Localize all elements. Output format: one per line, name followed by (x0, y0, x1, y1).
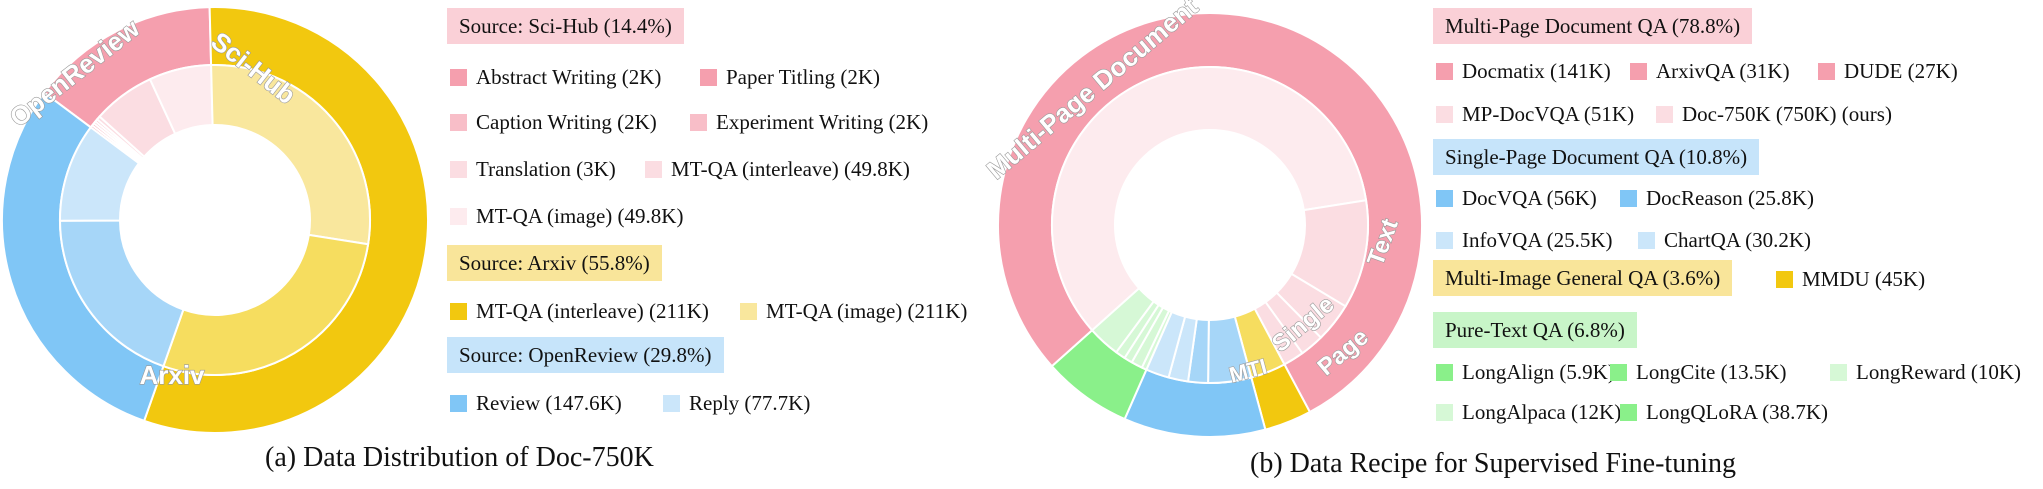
legend-header-openreview: Source: OpenReview (29.8%) (447, 337, 724, 373)
legend-item-experiment-writing: Experiment Writing (2K) (690, 107, 928, 137)
legend-header-puretext: Pure-Text QA (6.8%) (1433, 312, 1637, 348)
legend-item-doc750k: Doc-750K (750K) (ours) (1656, 99, 1892, 129)
legend-item-caption-writing: Caption Writing (2K) (450, 107, 657, 137)
panel-sft-data-recipe: Multi-Page Document MTI Single Page Text Mul… (980, 0, 2043, 489)
legend-item-paper-titling: Paper Titling (2K) (700, 62, 880, 92)
legend-item-longcite: LongCite (13.5K) (1610, 357, 1786, 387)
legend-item-longreward: LongReward (10K) (1830, 357, 2021, 387)
legend-header-arxiv: Source: Arxiv (55.8%) (447, 245, 662, 281)
legend-item-mp-docvqa: MP-DocVQA (51K) (1436, 99, 1634, 129)
legend-item-mtqa-image-scihub: MT-QA (image) (49.8K) (450, 201, 683, 231)
inner-slice-mt-qa-image (162, 233, 370, 376)
panel-doc750k-distribution: OpenReview Sci-Hub Arxiv Source: Sci-Hub (… (0, 0, 1010, 489)
inner-slice-mt-qa-interleave (210, 64, 371, 246)
legend-item-mtqa-interleave-arxiv: MT-QA (interleave) (211K) (450, 296, 709, 326)
legend-item-chartqa: ChartQA (30.2K) (1638, 225, 1811, 255)
legend-item-translation: Translation (3K) (450, 154, 616, 184)
legend-item-dude: DUDE (27K) (1818, 56, 1958, 86)
legend-item-abstract-writing: Abstract Writing (2K) (450, 62, 661, 92)
ring-label-arxiv: Arxiv (139, 360, 205, 390)
legend-item-docvqa: DocVQA (56K) (1436, 183, 1597, 213)
inner-slice-doc-750k (1051, 66, 1368, 332)
legend-item-longalpaca: LongAlpaca (12K) (1436, 397, 1621, 427)
legend-item-review: Review (147.6K) (450, 388, 622, 418)
legend-item-reply: Reply (77.7K) (663, 388, 810, 418)
caption-b: (b) Data Recipe for Supervised Fine-tuni… (1250, 448, 1736, 479)
legend-item-arxivqa: ArxivQA (31K) (1630, 56, 1790, 86)
legend-header-singlepage: Single-Page Document QA (10.8%) (1433, 139, 1760, 175)
legend-header-multiimage: Multi-Image General QA (3.6%) (1433, 260, 1733, 296)
inner-slice-reply (59, 125, 141, 222)
inner-slice-longqlora (1090, 286, 1156, 354)
legend-item-mtqa-interleave-scihub: MT-QA (interleave) (49.8K) (645, 154, 910, 184)
legend-item-mmdu: MMDU (45K) (1776, 264, 1925, 294)
legend-item-mtqa-image-arxiv: MT-QA (image) (211K) (740, 296, 967, 326)
legend-item-docmatix: Docmatix (141K) (1436, 56, 1611, 86)
caption-a: (a) Data Distribution of Doc-750K (265, 442, 654, 473)
legend-header-scihub: Source: Sci-Hub (14.4%) (447, 8, 684, 44)
legend-item-longalign: LongAlign (5.9K) (1436, 357, 1615, 387)
legend-item-docreason: DocReason (25.8K) (1620, 183, 1814, 213)
legend-item-infovqa: InfoVQA (25.5K) (1436, 225, 1612, 255)
legend-header-multipage: Multi-Page Document QA (78.8%) (1433, 8, 1753, 44)
legend-item-longqlora: LongQLoRA (38.7K) (1620, 397, 1828, 427)
